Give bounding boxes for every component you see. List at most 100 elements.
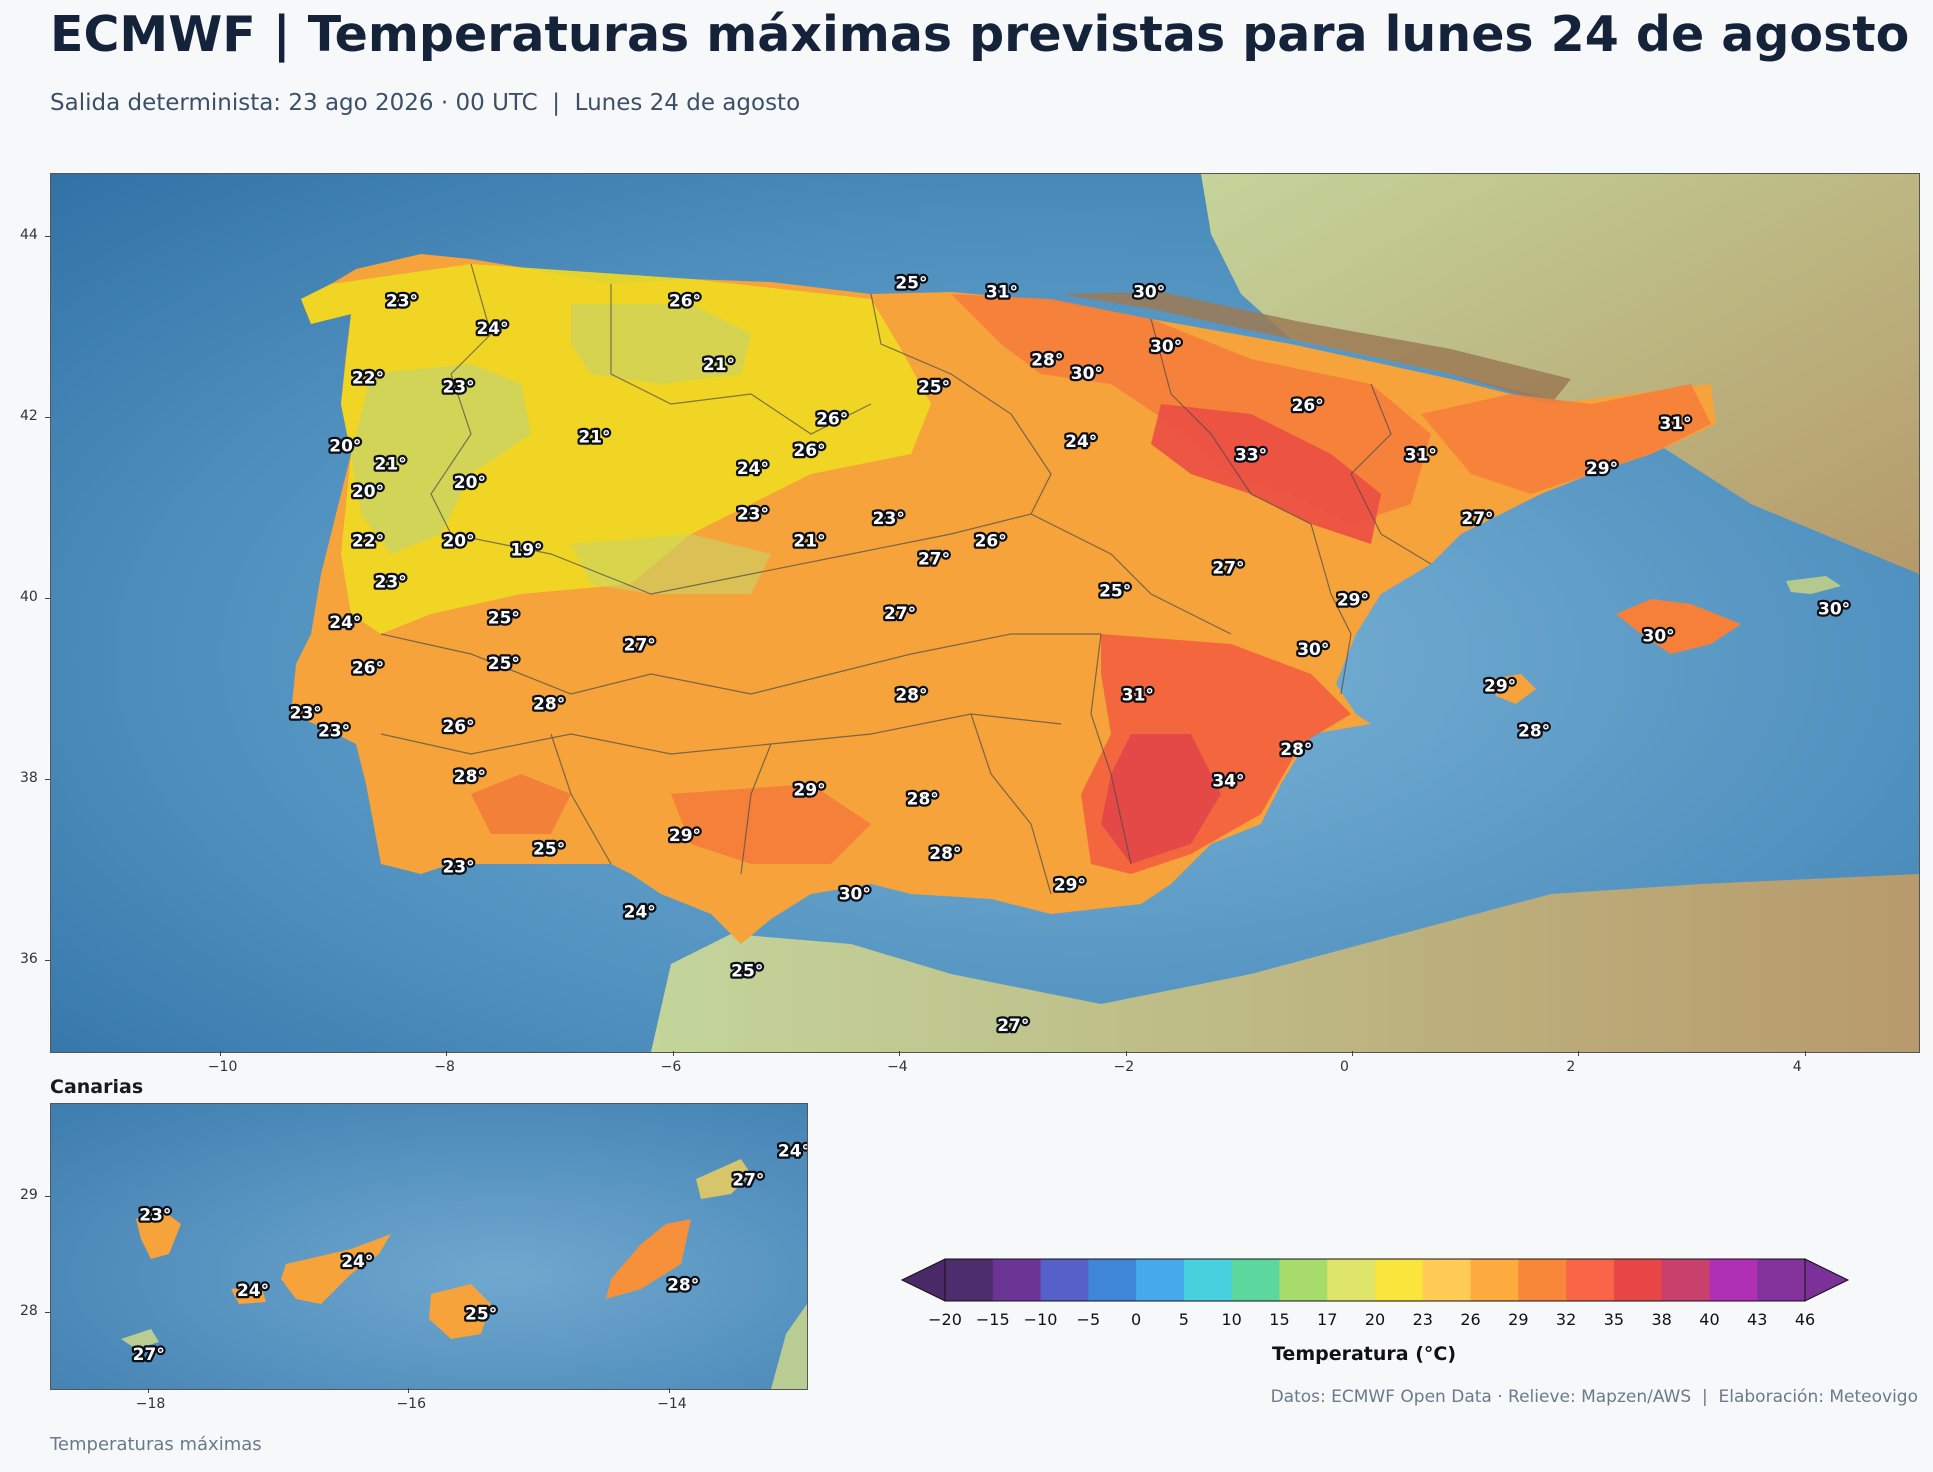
regional-borders bbox=[380, 263, 1432, 895]
colorbar-under-arrow bbox=[900, 1258, 946, 1302]
main-temp-label: 28° bbox=[533, 695, 565, 715]
main-temp-label: 34° bbox=[1212, 771, 1244, 791]
colorbar-tick-label: −15 bbox=[975, 1310, 1010, 1329]
main-temp-label: 30° bbox=[839, 885, 871, 905]
main-temp-label: 21° bbox=[793, 532, 825, 552]
cool-zone-cantabria bbox=[571, 304, 751, 384]
canarias-y-tick-mark bbox=[45, 1196, 50, 1198]
colorbar-tick-label: 23 bbox=[1412, 1310, 1433, 1329]
main-x-tick-label: 0 bbox=[1339, 1059, 1349, 1075]
main-temp-label: 25° bbox=[918, 378, 950, 398]
menorca bbox=[1786, 576, 1841, 594]
colorbar-tick-label: 5 bbox=[1178, 1310, 1189, 1329]
main-temp-label: 29° bbox=[1484, 676, 1516, 696]
colorbar-tick-label: −20 bbox=[928, 1310, 962, 1329]
colorbar-tick-label: 0 bbox=[1131, 1310, 1142, 1329]
main-temp-label: 31° bbox=[1660, 414, 1692, 434]
main-temp-label: 27° bbox=[1461, 509, 1493, 529]
main-temp-label: 25° bbox=[533, 839, 565, 859]
ibiza bbox=[1491, 674, 1536, 704]
colorbar-segment bbox=[1518, 1259, 1567, 1301]
chart-title: ECMWF | Temperaturas máximas previstas p… bbox=[50, 6, 1910, 63]
main-temp-label: 20° bbox=[442, 532, 474, 552]
mallorca bbox=[1616, 599, 1741, 654]
main-temp-label: 30° bbox=[1133, 283, 1165, 303]
main-temp-label: 31° bbox=[986, 283, 1018, 303]
main-y-tick-mark bbox=[45, 236, 50, 238]
main-y-tick-mark bbox=[45, 417, 50, 419]
colorbar-tick-label: 38 bbox=[1651, 1310, 1672, 1329]
main-x-tick-mark bbox=[219, 1051, 221, 1056]
main-x-tick-mark bbox=[672, 1051, 674, 1056]
colorbar-tick-label: 32 bbox=[1555, 1310, 1577, 1329]
colorbar-segment bbox=[1136, 1259, 1185, 1301]
main-temp-label: 29° bbox=[669, 826, 701, 846]
main-temp-label: 26° bbox=[793, 441, 825, 461]
main-y-tick-mark bbox=[45, 960, 50, 962]
hot-zone-catalonia bbox=[1421, 384, 1711, 494]
main-temp-label: 29° bbox=[1586, 459, 1618, 479]
main-temp-label: 26° bbox=[975, 532, 1007, 552]
main-temp-label: 23° bbox=[375, 572, 407, 592]
main-temp-label: 26° bbox=[816, 409, 848, 429]
colorbar-segment bbox=[1088, 1259, 1137, 1301]
main-temp-label: 28° bbox=[1031, 351, 1063, 371]
main-temp-label: 22° bbox=[352, 532, 384, 552]
main-x-tick-label: 4 bbox=[1792, 1059, 1802, 1075]
canarias-temp-label: 24° bbox=[778, 1142, 807, 1162]
main-x-tick-label: −10 bbox=[207, 1059, 238, 1075]
fuerteventura bbox=[606, 1219, 691, 1299]
colorbar-tick-label: 46 bbox=[1794, 1310, 1816, 1329]
tenerife bbox=[281, 1234, 391, 1304]
main-temp-label: 26° bbox=[1292, 396, 1324, 416]
colorbar-over-arrow bbox=[1804, 1258, 1850, 1302]
colorbar-tick-label: 29 bbox=[1508, 1310, 1529, 1329]
main-temp-label: 24° bbox=[476, 319, 508, 339]
main-temp-label: 19° bbox=[510, 541, 542, 561]
canarias-inset-map: 23° 24° 24° 25° 28° 27° 24° 27° bbox=[50, 1103, 808, 1390]
main-temp-label: 23° bbox=[442, 378, 474, 398]
main-temp-label: 28° bbox=[929, 844, 961, 864]
main-map-labels: 23° 26° 25° 31° 30° 24° 21° 30° 28° 30° 22° 23° 25° 2… bbox=[287, 271, 1852, 1038]
main-temp-label: 27° bbox=[884, 604, 916, 624]
colorbar-segment bbox=[1709, 1259, 1758, 1301]
colorbar-segment bbox=[1470, 1259, 1519, 1301]
colorbar-segment bbox=[1613, 1259, 1663, 1301]
canarias-x-tick-label: −14 bbox=[657, 1396, 687, 1412]
main-temp-label: 28° bbox=[454, 767, 486, 787]
footer-note: Temperaturas máximas bbox=[50, 1434, 262, 1455]
main-temp-label: 30° bbox=[1150, 337, 1182, 357]
main-temp-label: 20° bbox=[454, 473, 486, 493]
main-temp-label: 23° bbox=[442, 857, 474, 877]
main-temp-label: 25° bbox=[488, 654, 520, 674]
main-temp-label: 26° bbox=[442, 717, 474, 737]
main-temp-label: 23° bbox=[386, 292, 418, 312]
main-temp-label: 23° bbox=[873, 509, 905, 529]
gran-canaria bbox=[429, 1284, 491, 1339]
colorbar-tick-label: 15 bbox=[1269, 1310, 1290, 1329]
canarias-labels: 23° 24° 24° 25° 28° 27° 24° 27° bbox=[130, 1139, 807, 1367]
colorbar-tick-label: −10 bbox=[1023, 1310, 1058, 1329]
canarias-y-tick-label: 28 bbox=[20, 1303, 38, 1320]
main-temp-label: 28° bbox=[1280, 740, 1312, 760]
canarias-temp-label: 24° bbox=[237, 1281, 269, 1301]
main-temp-label: 24° bbox=[737, 459, 769, 479]
main-temp-label: 25° bbox=[1099, 581, 1131, 601]
main-temp-label: 26° bbox=[352, 658, 384, 678]
north-africa-land bbox=[651, 874, 1919, 1052]
colorbar-segment bbox=[945, 1259, 994, 1301]
colorbar-tick-label: 17 bbox=[1317, 1310, 1338, 1329]
la-palma bbox=[136, 1209, 181, 1259]
canarias-inset-title: Canarias bbox=[50, 1076, 144, 1098]
main-x-tick-label: −4 bbox=[887, 1059, 908, 1075]
main-x-tick-label: 2 bbox=[1566, 1059, 1576, 1075]
colorbar-segment bbox=[1040, 1259, 1089, 1301]
colorbar-segment bbox=[1327, 1259, 1376, 1301]
main-temp-label: 23° bbox=[737, 504, 769, 524]
main-temp-label: 29° bbox=[793, 781, 825, 801]
main-y-tick-mark bbox=[45, 779, 50, 781]
main-x-tick-mark bbox=[1125, 1051, 1127, 1056]
colorbar-segment bbox=[1422, 1259, 1472, 1301]
main-temp-label: 24° bbox=[1065, 432, 1097, 452]
cool-zone-north bbox=[301, 264, 931, 634]
